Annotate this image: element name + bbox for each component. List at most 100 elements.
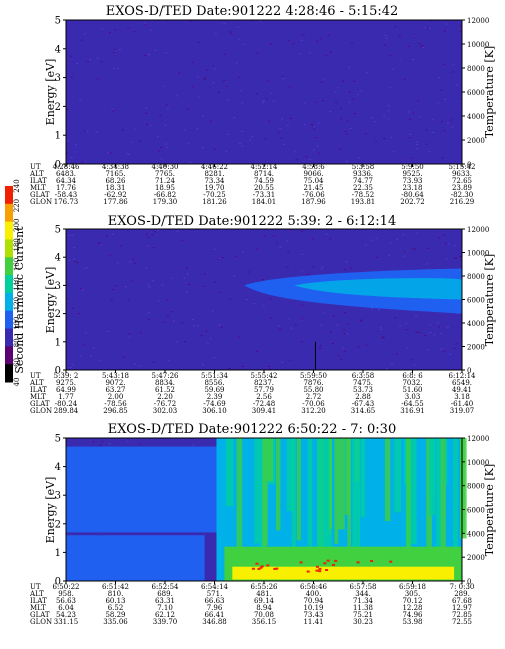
noise-pixel — [238, 143, 241, 145]
plasma-streak — [296, 438, 301, 541]
noise-pixel — [279, 246, 282, 248]
noise-pixel — [237, 76, 240, 78]
noise-pixel — [341, 80, 344, 82]
noise-pixel — [379, 326, 382, 328]
table-cell: 64.99 — [56, 386, 76, 394]
hot-spot — [318, 567, 322, 570]
noise-pixel — [375, 237, 378, 239]
noise-pixel — [192, 444, 195, 446]
colorbar-cell — [5, 275, 13, 294]
table-cell: 958. — [58, 590, 74, 598]
table-cell: 1.77 — [58, 393, 74, 401]
noise-pixel — [268, 120, 271, 122]
noise-pixel — [235, 256, 238, 258]
noise-pixel — [238, 38, 241, 40]
noise-pixel — [152, 246, 155, 248]
noise-pixel — [160, 147, 163, 149]
noise-pixel — [119, 245, 122, 247]
noise-pixel — [300, 319, 303, 321]
table-cell: -82.30 — [451, 191, 473, 199]
table-cell: 18.31 — [105, 184, 125, 192]
noise-pixel — [206, 69, 209, 71]
noise-pixel — [90, 355, 93, 357]
noise-pixel — [127, 27, 130, 29]
hot-spot — [315, 565, 319, 568]
table-cell: 356.15 — [252, 618, 277, 626]
noise-pixel — [449, 353, 452, 355]
table-cell: 69.14 — [254, 597, 275, 605]
table-cell: 8.94 — [256, 604, 272, 612]
noise-pixel — [159, 114, 162, 116]
y2-tick-label: 10000 — [467, 41, 489, 49]
colorbar-tick-label: 240 — [13, 179, 21, 192]
noise-pixel — [76, 262, 79, 264]
noise-pixel — [441, 157, 444, 159]
noise-pixel — [339, 108, 342, 110]
noise-pixel — [345, 161, 348, 163]
noise-pixel — [202, 286, 205, 288]
noise-pixel — [454, 257, 457, 259]
noise-pixel — [337, 355, 340, 357]
noise-pixel — [200, 334, 203, 336]
table-cell: -78.52 — [352, 191, 374, 199]
noise-pixel — [176, 230, 179, 232]
noise-pixel — [308, 52, 311, 54]
table-row-label: GLON — [30, 198, 52, 206]
table-cell: 51.60 — [402, 386, 422, 394]
table-cell: 57.79 — [254, 386, 274, 394]
colorbar-tick-label: 200 — [13, 219, 21, 232]
colorbar-cell — [5, 328, 13, 347]
noise-pixel — [385, 37, 388, 39]
plasma-streak — [360, 438, 366, 518]
hot-spot — [323, 562, 327, 565]
noise-pixel — [351, 42, 354, 44]
table-cell: 72.65 — [452, 177, 472, 185]
panel-2-y-ticks: 0 1 2 3 4 5 — [55, 225, 66, 377]
colorbar-label: Second Harmonic Current — [13, 226, 26, 374]
table-cell: 8714. — [254, 170, 274, 178]
noise-pixel — [110, 299, 113, 301]
noise-pixel — [247, 271, 250, 273]
y-tick-label: 0 — [55, 366, 61, 377]
table-row-label: UT — [30, 163, 41, 171]
noise-pixel — [71, 234, 74, 236]
noise-pixel — [262, 100, 265, 102]
noise-pixel — [424, 335, 427, 337]
table-cell: 6:52:54 — [152, 583, 180, 591]
panel-3-y-label: Energy [eV] — [44, 477, 57, 544]
table-cell: 6:57:58 — [350, 583, 377, 591]
noise-pixel — [253, 303, 256, 305]
y-tick-label: 0 — [55, 577, 61, 588]
noise-pixel — [325, 55, 328, 57]
y2-tick-label: 0 — [467, 578, 471, 586]
panel-1-y-ticks: 0 1 2 3 4 5 — [55, 16, 66, 171]
noise-pixel — [382, 336, 385, 338]
noise-pixel — [408, 137, 411, 139]
noise-pixel — [345, 333, 348, 335]
noise-pixel — [313, 128, 316, 130]
noise-pixel — [387, 118, 390, 120]
y-tick-label: 0 — [55, 160, 61, 171]
y2-tick-label: 6000 — [467, 89, 485, 97]
noise-pixel — [146, 124, 149, 126]
noise-pixel — [459, 30, 462, 32]
table-cell: 4:28:46 — [53, 163, 81, 171]
colorbar-cell — [5, 364, 13, 383]
table-cell: 60.13 — [105, 597, 125, 605]
table-cell: -80.24 — [55, 400, 78, 408]
table-cell: 305. — [405, 590, 421, 598]
noise-pixel — [301, 230, 304, 232]
noise-pixel — [299, 53, 302, 55]
noise-pixel — [348, 91, 351, 93]
table-row-label: GLAT — [30, 400, 50, 408]
noise-pixel — [223, 23, 226, 25]
noise-pixel — [301, 304, 304, 306]
panel-2-title: EXOS-D/TED Date:901222 5:39: 2 - 6:12:14 — [108, 214, 396, 229]
noise-pixel — [145, 107, 148, 109]
table-row-label: ILAT — [30, 177, 47, 185]
table-cell: 74.77 — [353, 177, 373, 185]
noise-pixel — [217, 258, 220, 260]
noise-pixel — [221, 256, 224, 258]
noise-pixel — [383, 44, 386, 46]
table-cell: 289. — [454, 590, 470, 598]
